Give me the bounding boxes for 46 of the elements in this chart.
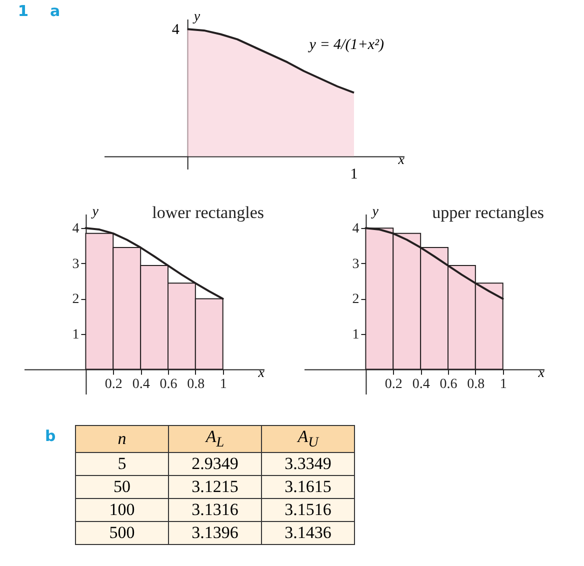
y-tick-label: 3 xyxy=(72,256,80,272)
category-label: A$_{L}$ xyxy=(168,426,262,453)
x-tick-label: 0.4 xyxy=(412,376,430,392)
x-tick-label: 0.2 xyxy=(104,376,122,392)
text: 5 xyxy=(76,452,168,476)
x-tick-label: 0.4 xyxy=(132,376,150,392)
chart-title: lower rectangles xyxy=(152,203,264,222)
text: a xyxy=(50,2,60,20)
text: 3.1615 xyxy=(262,476,354,499)
y-tick-label: 4 xyxy=(72,222,80,237)
y-axis-title: y xyxy=(370,204,380,220)
x-tick-label: 1 xyxy=(500,376,507,392)
y-tick-label: 4 xyxy=(352,222,360,237)
text: b xyxy=(45,427,56,445)
text: 3.1215 xyxy=(168,476,262,499)
annotation: y = 4/(1+x²) xyxy=(307,37,384,53)
y-axis-title: y xyxy=(90,204,100,220)
x-tick-label: 0.6 xyxy=(160,376,178,392)
chart-title: upper rectangles xyxy=(432,203,544,222)
y-tick-label: 3 xyxy=(352,256,360,272)
x-tick-label: 0.6 xyxy=(440,376,458,392)
x-tick-label: 0.2 xyxy=(384,376,402,392)
x-axis-title: x xyxy=(397,152,406,168)
text: 3.3349 xyxy=(262,452,354,476)
x-tick-label: 0.8 xyxy=(467,376,485,392)
category-label: A$_{U}$ xyxy=(262,426,354,453)
text: 3.1316 xyxy=(168,498,262,522)
text: 2.9349 xyxy=(168,452,262,476)
x-axis-title: x xyxy=(257,366,266,381)
x-tick-label: 0.8 xyxy=(187,376,205,392)
y-axis-title: y xyxy=(192,10,201,24)
y-tick-label: 2 xyxy=(352,292,360,308)
x-axis-title: x xyxy=(537,366,546,381)
text: 100 xyxy=(76,498,168,522)
x-tick-label: 1 xyxy=(220,376,227,392)
text: 500 xyxy=(76,522,168,545)
text: 3.1516 xyxy=(262,498,354,522)
text: 1 xyxy=(18,2,28,20)
y-tick-label: 1 xyxy=(72,328,80,342)
y-tick-label: 2 xyxy=(72,292,80,308)
category-label: n xyxy=(76,426,168,453)
y-tick-label: 1 xyxy=(352,328,360,342)
text: 50 xyxy=(76,476,168,499)
text: 3.1396 xyxy=(168,522,262,545)
text: 3.1436 xyxy=(262,522,354,545)
annotation: 4 xyxy=(172,22,180,38)
